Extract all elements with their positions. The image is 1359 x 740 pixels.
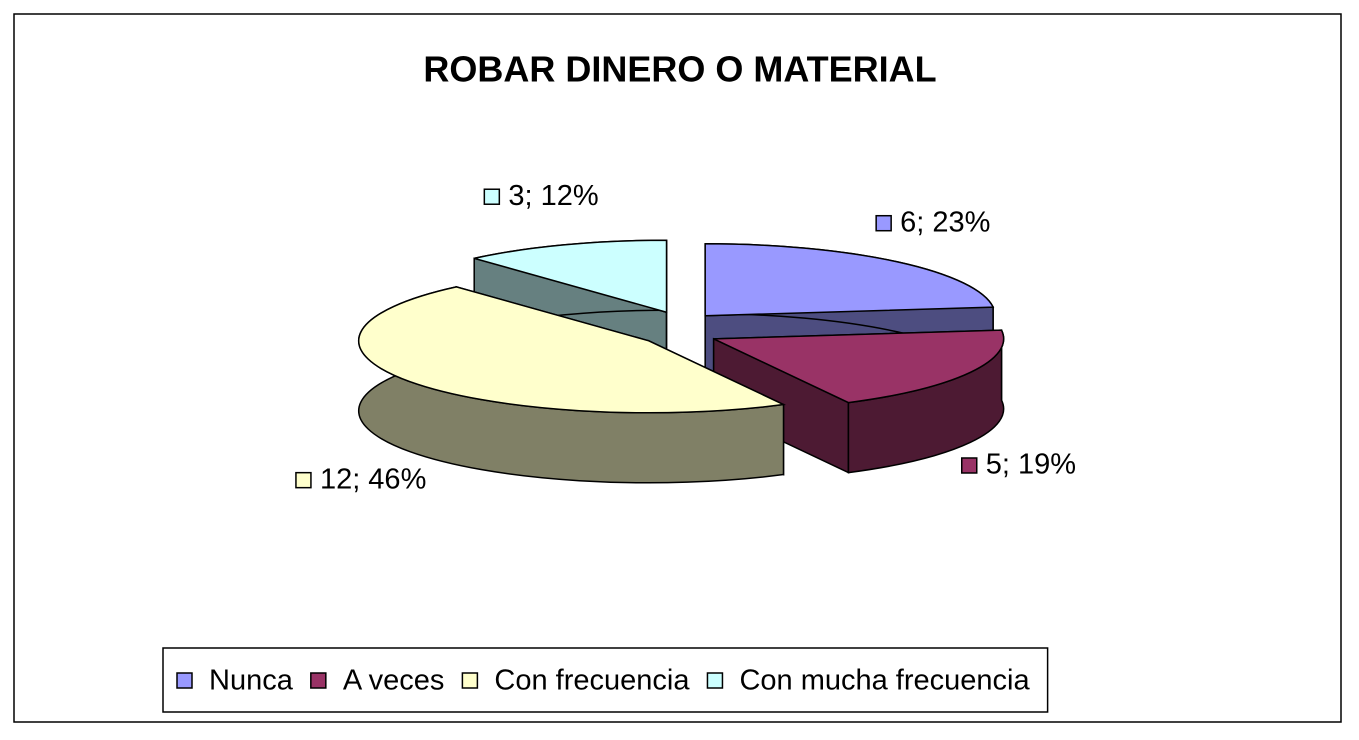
slice-top	[358, 286, 787, 414]
data-label-key	[483, 188, 501, 205]
legend-swatch	[176, 672, 193, 689]
legend-label: Nunca	[209, 665, 294, 697]
data-label-key	[875, 214, 892, 232]
data-label-key	[961, 457, 978, 474]
legend-label: A veces	[343, 665, 445, 697]
legend-swatch	[706, 672, 724, 689]
data-label: 6; 23%	[900, 206, 990, 238]
data-label: 3; 12%	[508, 180, 598, 212]
legend-label: Con frecuencia	[494, 665, 690, 697]
legend-swatch	[310, 672, 327, 689]
slice-top	[713, 329, 1005, 404]
slice-top	[704, 243, 995, 317]
data-label: 5; 19%	[986, 449, 1076, 481]
data-label: 12; 46%	[320, 463, 426, 495]
legend-swatch	[461, 672, 479, 689]
pie-slice	[358, 285, 787, 484]
chart-title: ROBAR DINERO O MATERIAL	[423, 49, 936, 90]
slice-top	[474, 239, 668, 314]
data-label-key	[295, 471, 312, 489]
legend-label: Con mucha frecuencia	[739, 665, 1030, 697]
